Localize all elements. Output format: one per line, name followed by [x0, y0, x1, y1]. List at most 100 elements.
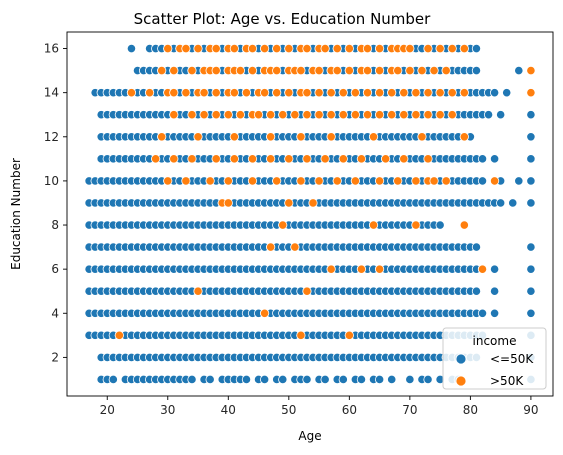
data-point	[223, 198, 233, 208]
data-point	[338, 374, 348, 385]
data-point	[314, 66, 324, 76]
data-point	[459, 43, 469, 54]
data-point	[362, 43, 373, 54]
data-point	[193, 132, 203, 142]
x-axis-label: Age	[298, 429, 321, 443]
data-point	[229, 154, 239, 164]
data-point	[278, 374, 288, 385]
data-point	[374, 43, 385, 54]
data-point	[302, 374, 312, 385]
data-point	[241, 374, 252, 385]
data-point	[526, 198, 536, 208]
data-point	[350, 88, 360, 98]
data-point	[526, 286, 536, 296]
data-point	[368, 220, 379, 230]
data-point	[435, 110, 445, 120]
data-point	[332, 66, 342, 76]
data-point	[526, 110, 536, 120]
data-point	[423, 374, 433, 385]
data-point	[211, 66, 221, 76]
data-point	[151, 154, 161, 164]
data-point	[417, 132, 427, 142]
data-point	[266, 110, 276, 120]
x-tick-label: 30	[160, 403, 175, 417]
data-point	[526, 66, 536, 76]
data-point	[187, 66, 197, 76]
data-point	[489, 88, 500, 98]
data-point	[374, 88, 385, 98]
data-point	[199, 88, 209, 98]
data-point	[411, 110, 421, 120]
data-point	[435, 43, 445, 54]
y-axis-label: Education Number	[9, 158, 23, 270]
data-point	[284, 198, 294, 208]
data-point	[387, 88, 397, 98]
data-point	[266, 242, 276, 252]
data-point	[290, 110, 300, 120]
data-point	[326, 132, 336, 142]
data-point	[471, 43, 482, 54]
data-point	[253, 110, 264, 120]
x-tick-label: 20	[100, 403, 115, 417]
data-point	[314, 88, 324, 98]
data-point	[241, 88, 252, 98]
data-point	[296, 132, 306, 142]
data-point	[211, 154, 221, 164]
data-point	[435, 220, 445, 230]
data-point	[411, 176, 421, 186]
y-tick-label: 8	[51, 218, 59, 232]
legend-label-gt50k: >50K	[490, 374, 524, 388]
y-tick-label: 12	[44, 130, 59, 144]
data-point	[399, 88, 409, 98]
data-point	[514, 66, 524, 76]
data-point	[393, 176, 403, 186]
data-point	[429, 66, 439, 76]
data-point	[211, 43, 221, 54]
data-point	[526, 242, 536, 252]
y-tick-label: 16	[44, 42, 59, 56]
series-gt50k	[114, 43, 536, 340]
data-point	[320, 374, 330, 385]
data-point	[296, 66, 306, 76]
data-point	[205, 176, 215, 186]
tick-layer: 20 30 40 50 60 70 80 90 2 4 6 8 10 12 14 16	[44, 42, 539, 417]
data-point	[344, 330, 354, 340]
data-point	[489, 308, 500, 318]
data-point	[447, 88, 457, 98]
data-point	[374, 264, 385, 274]
data-point	[169, 66, 179, 76]
data-point	[145, 88, 155, 98]
data-point	[411, 220, 421, 230]
data-point	[344, 43, 354, 54]
data-point	[229, 43, 239, 54]
data-point	[471, 242, 482, 252]
data-point	[199, 110, 209, 120]
data-point	[423, 88, 433, 98]
data-point	[320, 154, 330, 164]
data-point	[508, 198, 518, 208]
data-point	[260, 88, 270, 98]
data-point	[260, 308, 270, 318]
data-point	[181, 88, 191, 98]
x-tick-label: 40	[221, 403, 236, 417]
data-point	[266, 154, 276, 164]
data-point	[247, 66, 258, 76]
legend: income <=50K >50K	[442, 327, 547, 390]
data-point	[423, 110, 433, 120]
data-point	[272, 88, 282, 98]
data-point	[496, 110, 506, 120]
data-point	[126, 88, 137, 98]
data-point	[126, 43, 137, 54]
plot-frame	[66, 31, 554, 397]
y-tick-label: 4	[51, 306, 59, 320]
data-point	[272, 43, 282, 54]
data-point	[187, 154, 197, 164]
data-point	[338, 154, 348, 164]
data-point	[114, 330, 124, 340]
data-point	[187, 374, 197, 385]
data-point	[356, 154, 367, 164]
data-point	[157, 66, 167, 76]
data-point	[247, 176, 258, 186]
x-tick-label: 50	[281, 403, 296, 417]
